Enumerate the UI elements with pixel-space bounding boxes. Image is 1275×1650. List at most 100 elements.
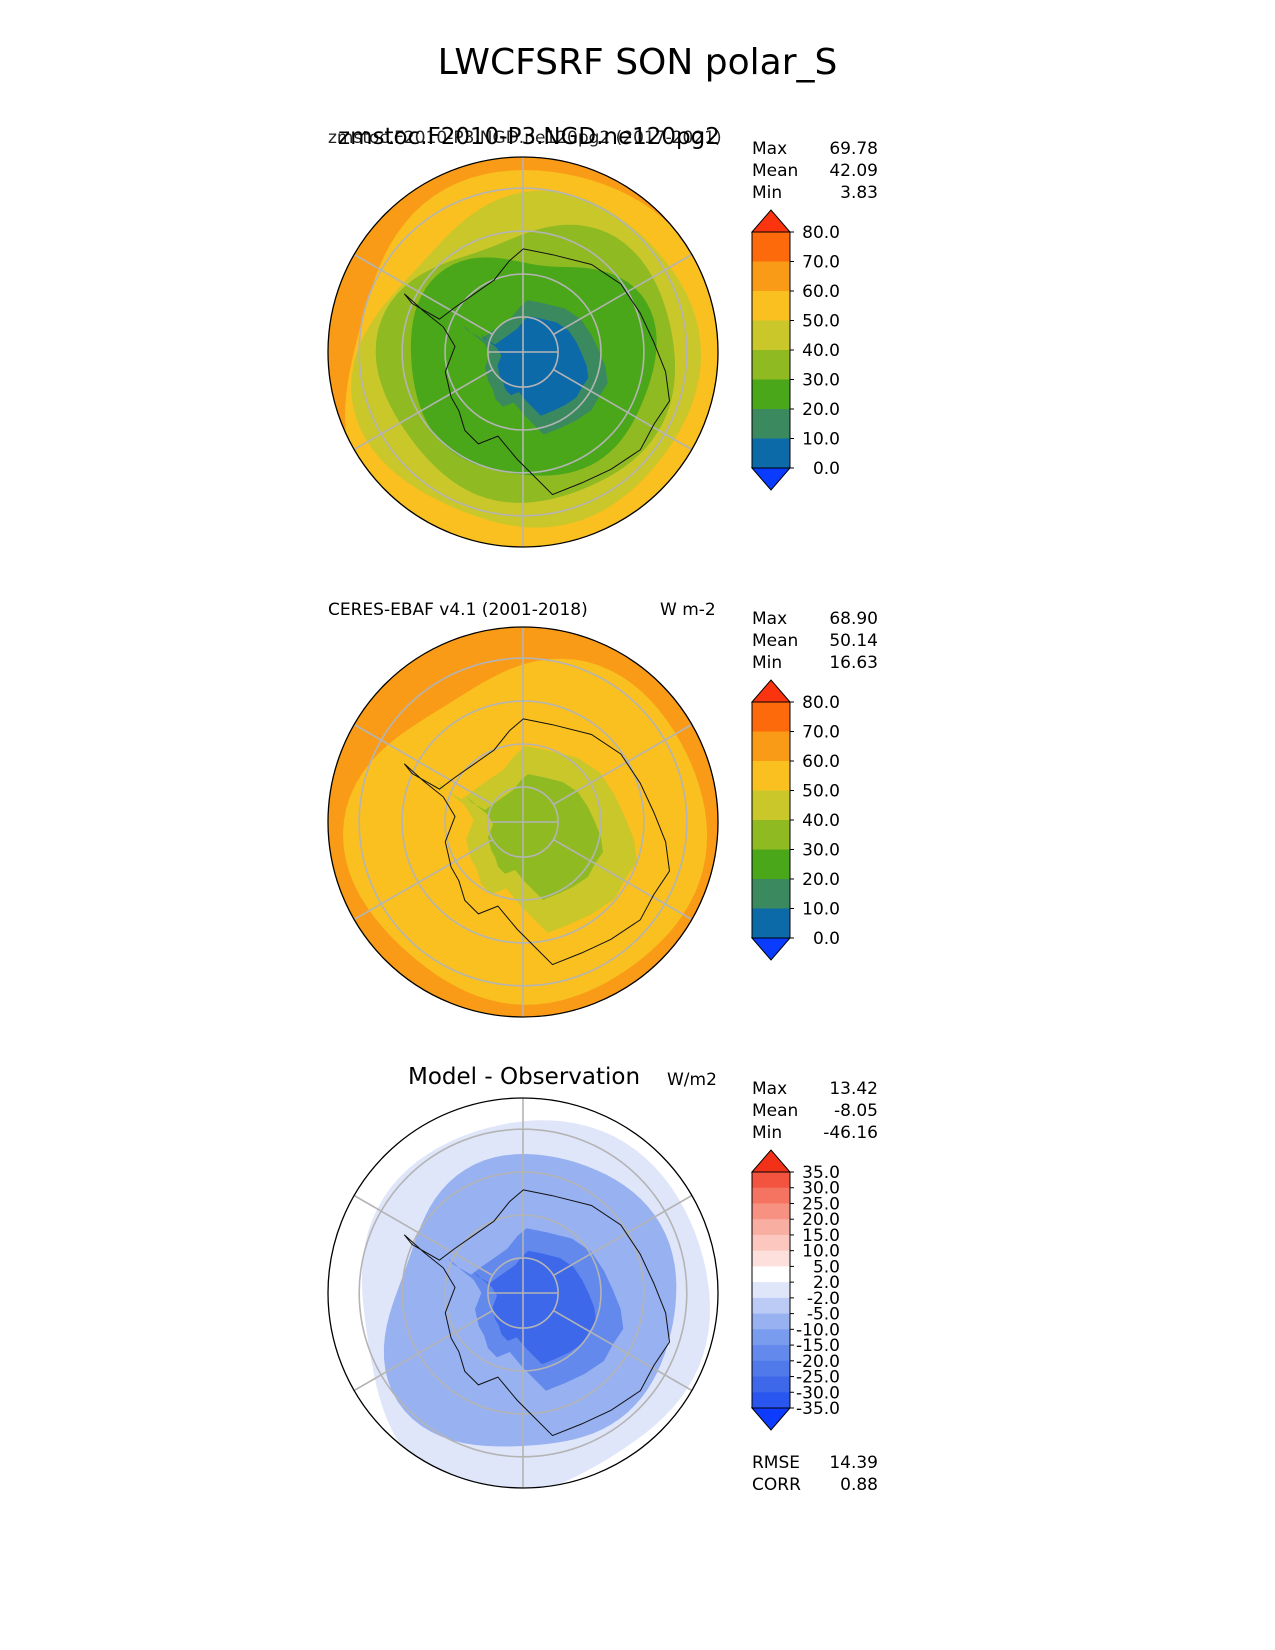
panel1-colorbar: 0.0 10.0 20.0 30.0 40.0 50.0 60.0 70.0 80.0 (750, 209, 840, 491)
meridian-line (353, 723, 494, 806)
colorbar-extend-min (750, 467, 792, 491)
colorbar-bin (752, 1345, 790, 1362)
colorbar-tick-label: 5.0 (813, 1257, 840, 1277)
colorbar-tick-label: 60.0 (802, 282, 840, 302)
colorbar-tick-label: 50.0 (802, 312, 840, 332)
colorbar-tick-label: -10.0 (796, 1320, 840, 1340)
panel2-colorbar: 0.0 10.0 20.0 30.0 40.0 50.0 60.0 70.0 80.0 (750, 679, 840, 961)
graticule (353, 157, 693, 547)
coastline (403, 718, 671, 966)
meridian-line (353, 1194, 494, 1277)
panel3-title: Model - Observation (408, 1064, 641, 1090)
coastline (403, 1189, 671, 1437)
panel2-title: CERES-EBAF v4.1 (2001-2018) (328, 600, 588, 620)
colorbar-bin (752, 1329, 790, 1346)
colorbar-tick-label: -30.0 (796, 1383, 840, 1403)
figure-title: LWCFSRF SON polar_S (437, 42, 838, 83)
colorbar-tick-label: 80.0 (802, 223, 840, 243)
colorbar-tick-label: -15.0 (796, 1336, 840, 1356)
colorbar-extend-max (750, 1149, 792, 1173)
panel3-stat-min: Min -46.16 (752, 1123, 878, 1143)
colorbar-tick-label: 10.0 (802, 430, 840, 450)
colorbar-tick-label: 70.0 (802, 253, 840, 273)
colorbar-tick-label: 10.0 (802, 900, 840, 920)
map-field (328, 1098, 718, 1488)
colorbar-frame (751, 1171, 791, 1409)
colorbar-tick-label: -35.0 (796, 1399, 840, 1419)
colorbar-bin (752, 1203, 790, 1220)
colorbar-bin (752, 879, 790, 909)
colorbar-bin (752, 1376, 790, 1393)
panel2-units: W m-2 (660, 600, 716, 620)
colorbar-tick-label: -20.0 (796, 1352, 840, 1372)
colorbar-extend-max (750, 209, 792, 233)
meridian-line (552, 253, 693, 336)
colorbar-bin (752, 320, 790, 351)
meridian-line (353, 838, 494, 921)
colorbar-bin (752, 1297, 790, 1315)
colorbar-tick-label: 40.0 (802, 341, 840, 361)
panel2-stat-mean: Mean 50.14 (752, 631, 878, 651)
colorbar-bin (752, 702, 790, 732)
colorbar-tick-label: 70.0 (802, 723, 840, 743)
colorbar-bin (752, 1392, 790, 1409)
colorbar-tick-label: 15.0 (802, 1226, 840, 1246)
meridian-line (552, 1309, 693, 1392)
panel3-stat-corr: CORR 0.88 (752, 1475, 878, 1495)
colorbar-bin (752, 379, 790, 410)
panel2-stat-min: Min 16.63 (752, 653, 878, 673)
colorbar-bin (752, 908, 790, 939)
colorbar-tick-label: 10.0 (802, 1242, 840, 1262)
colorbar-tick-label: 25.0 (802, 1194, 840, 1214)
coastline (403, 248, 671, 496)
meridian-line (552, 723, 693, 806)
colorbar-tick-label: 30.0 (802, 1179, 840, 1199)
colorbar-tick-label: -5.0 (807, 1305, 840, 1325)
colorbar-bin (752, 761, 790, 791)
colorbar-tick-label: 40.0 (802, 811, 840, 831)
colorbar-bin (752, 1172, 790, 1189)
colorbar-tick-label: 60.0 (802, 752, 840, 772)
panel1-stat-mean: Mean 42.09 (752, 161, 878, 181)
graticule (353, 1098, 693, 1488)
colorbar-bin (752, 1187, 790, 1204)
graticule (353, 627, 693, 1017)
colorbar-bin (752, 1266, 790, 1283)
meridian-line (353, 1309, 494, 1392)
panel3-colorbar: -35.0-30.0-25.0-20.0-15.0-10.0-5.0-2.02.… (750, 1149, 840, 1431)
colorbar-bin (752, 820, 790, 850)
colorbar-tick-label: 20.0 (802, 1210, 840, 1230)
panel3-stat-max: Max 13.42 (752, 1079, 878, 1099)
meridian-line (552, 838, 693, 921)
colorbar-tick-label: 50.0 (802, 782, 840, 802)
colorbar-bin (752, 1250, 790, 1267)
colorbar-tick-label: 0.0 (813, 459, 840, 479)
colorbar-bin (752, 291, 790, 321)
colorbar-tick-label: 30.0 (802, 371, 840, 391)
colorbar-tick-label: 80.0 (802, 693, 840, 713)
panel3-stats: Max 13.42 Mean -8.05 Min -46.16 (752, 1078, 878, 1144)
colorbar-extend-min (750, 937, 792, 961)
colorbar-extend-min (750, 1407, 792, 1431)
colorbar-tick-label: 20.0 (802, 400, 840, 420)
colorbar-bin (752, 849, 790, 880)
colorbar-extend-max (750, 679, 792, 703)
map-boundary (327, 626, 719, 1018)
colorbar-bin (752, 350, 790, 380)
colorbar-bin (752, 790, 790, 821)
panel2-stat-max: Max 68.90 (752, 609, 878, 629)
zone-interior (473, 1250, 597, 1365)
colorbar-bin (752, 261, 790, 292)
colorbar-tick-label: 2.0 (813, 1273, 840, 1293)
panel3-units: W/m2 (667, 1070, 717, 1090)
colorbar-tick-label: 20.0 (802, 870, 840, 890)
panel3-stat-rmse: RMSE 14.39 (752, 1453, 878, 1473)
panel1-title-overlap: zmstoc.F2010-P3.NGD.ne120pg2 (2017-2021) (328, 128, 722, 148)
meridian-line (552, 1194, 693, 1277)
colorbar-bin (752, 232, 790, 262)
panel1-stat-min: Min 3.83 (752, 183, 878, 203)
colorbar-bin (752, 438, 790, 469)
panel3-stat-mean: Mean -8.05 (752, 1101, 878, 1121)
meridian-line (552, 368, 693, 451)
colorbar-tick-label: -2.0 (807, 1289, 840, 1309)
